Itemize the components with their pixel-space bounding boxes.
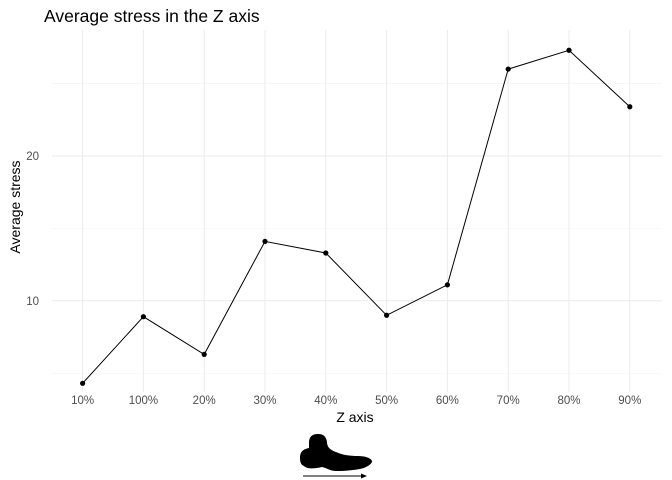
x-tick-label: 20%	[193, 395, 216, 407]
arrow-right-icon	[303, 473, 367, 479]
y-tick-label: 20	[26, 151, 39, 163]
x-tick-label: 10%	[71, 395, 94, 407]
data-point	[140, 314, 146, 320]
data-point	[566, 47, 572, 53]
series-line	[82, 49, 631, 384]
data-point	[505, 66, 511, 72]
y-tick-labels: 10 20	[26, 151, 39, 308]
grid	[52, 30, 662, 392]
x-tick-label: 60%	[436, 395, 459, 407]
data-point	[627, 104, 633, 110]
chart-title: Average stress in the Z axis	[44, 6, 260, 26]
x-tick-label: 30%	[253, 395, 276, 407]
x-tick-label: 40%	[314, 395, 337, 407]
x-tick-label: 80%	[557, 395, 580, 407]
x-tick-label: 70%	[497, 395, 520, 407]
series-layer	[80, 47, 633, 386]
y-axis-title: Average stress	[7, 160, 23, 253]
data-point	[201, 351, 207, 357]
x-axis-title: Z axis	[336, 409, 373, 425]
x-tick-label: 90%	[618, 395, 641, 407]
data-point	[262, 238, 268, 245]
data-point	[80, 380, 86, 386]
data-point	[323, 250, 329, 256]
x-tick-label: 100%	[129, 395, 158, 407]
y-tick-label: 10	[26, 296, 39, 308]
x-tick-labels: 10% 100% 20% 30% 40% 50% 60% 70% 80% 90%	[71, 395, 641, 407]
data-point	[384, 312, 390, 318]
x-tick-label: 50%	[375, 395, 398, 407]
data-point	[444, 282, 450, 288]
bone-scan-silhouette-icon	[300, 434, 372, 471]
